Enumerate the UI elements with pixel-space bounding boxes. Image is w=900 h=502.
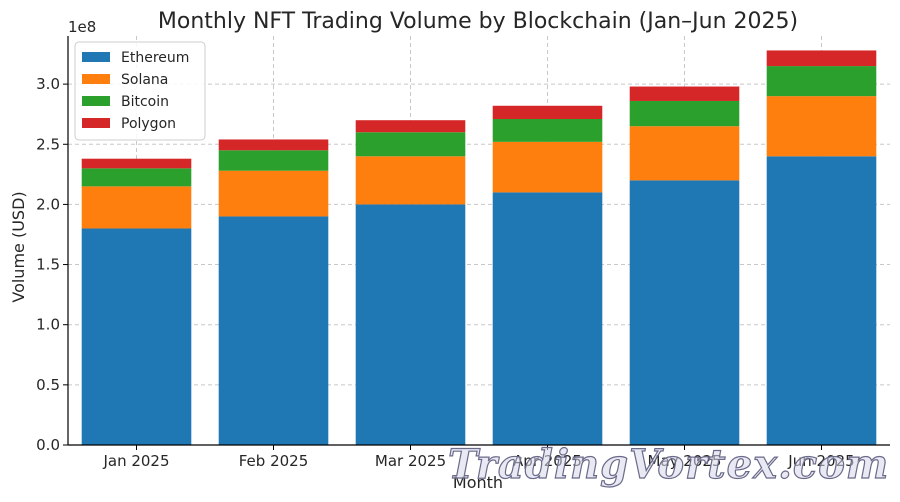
x-tick-label: May 2025 [648,452,722,470]
bar-segment-polygon [629,86,740,101]
bar-segment-ethereum [629,180,740,445]
bar-segment-solana [492,141,603,193]
legend-label-polygon: Polygon [121,116,176,132]
bar-segment-polygon [81,158,192,169]
y-tick-label: 1.0 [36,316,60,334]
legend-label-bitcoin: Bitcoin [121,94,169,110]
bar-segment-bitcoin [218,150,329,171]
y-tick-label: 1.5 [36,256,60,274]
legend: Ethereum Solana Bitcoin Polygon [74,41,206,141]
bar-segment-bitcoin [81,168,192,187]
bar-segment-solana [218,170,329,217]
bar-segment-polygon [218,139,329,151]
bar-segment-ethereum [218,216,329,445]
bar-segment-solana [81,186,192,229]
legend-swatch-ethereum [82,52,110,62]
bar-segment-polygon [766,50,877,67]
watermark: TradingVortex.com [448,441,889,488]
bar-segment-ethereum [492,192,603,445]
x-tick-label: Mar 2025 [375,452,446,470]
legend-swatch-solana [82,74,110,84]
y-tick-label: 3.0 [36,75,60,93]
bar-segment-solana [629,126,740,181]
bar-segment-ethereum [766,156,877,445]
x-axis-label: Month [453,473,503,492]
y-axis-label: Volume (USD) [9,191,28,302]
bar-segment-solana [355,156,466,205]
y-tick-label: 0.0 [36,436,60,454]
chart-title: Monthly NFT Trading Volume by Blockchain… [158,9,798,34]
bar-segment-ethereum [355,204,466,445]
legend-label-ethereum: Ethereum [121,50,189,66]
y-offset-text: 1e8 [68,18,96,36]
legend-label-solana: Solana [121,72,168,88]
bar-segment-bitcoin [766,66,877,97]
y-tick-label: 0.5 [36,376,60,394]
tick-labels: 0.0 0.5 1.0 1.5 2.0 2.5 3.0 Jan 2025 Feb 2025 Mar… [36,75,855,470]
bar-segment-polygon [492,105,603,120]
y-tick-label: 2.5 [36,135,60,153]
bars [81,50,877,445]
bar-segment-polygon [355,120,466,133]
bar-segment-bitcoin [492,119,603,142]
x-tick-label: Jan 2025 [102,452,169,470]
legend-swatch-polygon [82,118,110,128]
x-tick-label: Feb 2025 [239,452,309,470]
x-tick-label: Jun 2025 [787,452,854,470]
legend-frame [74,41,206,141]
y-tick-label: 2.0 [36,195,60,213]
bar-segment-ethereum [81,228,192,445]
bar-segment-bitcoin [629,100,740,127]
x-tick-label: Apr 2025 [513,452,582,470]
bar-segment-bitcoin [355,132,466,157]
legend-swatch-bitcoin [82,96,110,106]
axes [67,36,890,446]
bar-segment-solana [766,96,877,157]
